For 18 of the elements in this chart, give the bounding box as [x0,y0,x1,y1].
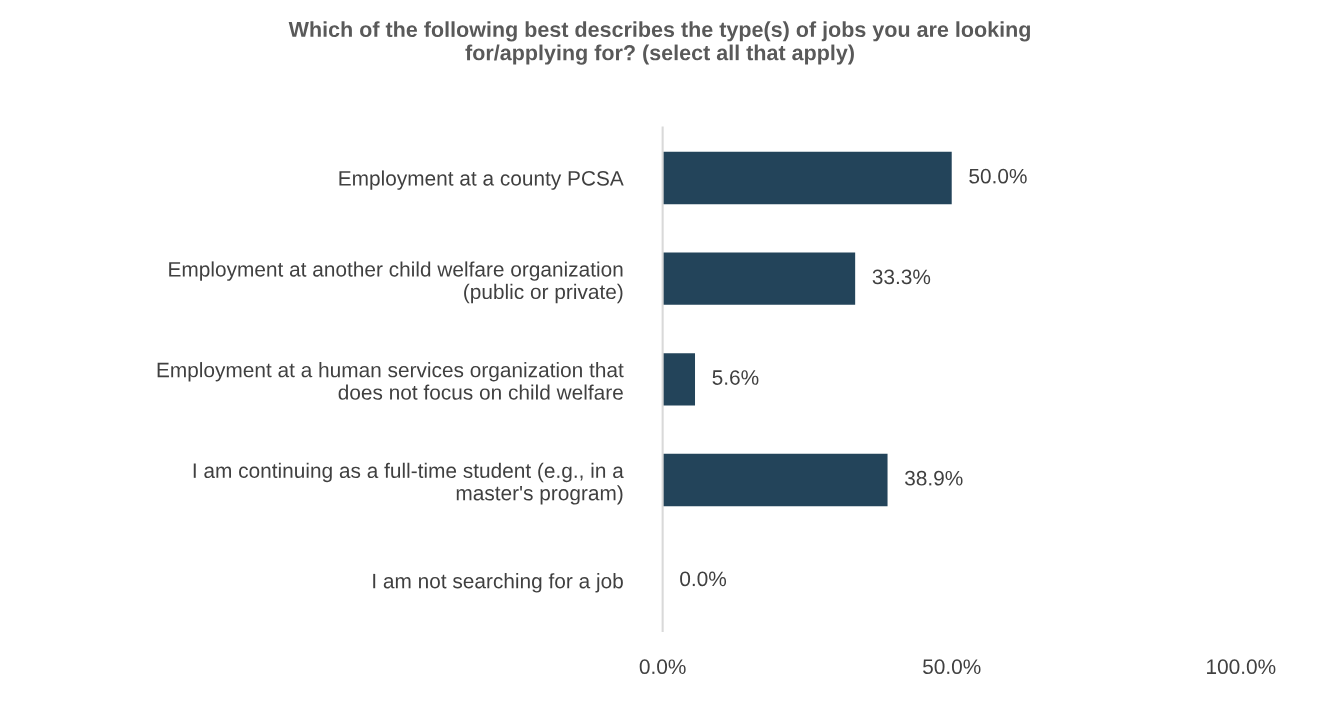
x-tick-label: 50.0% [923,659,981,675]
x-tick-label: 100.0% [1207,659,1276,675]
y-tick-label: Employment at a human services organization that does not focus on child welfare [157,362,624,400]
chart-title: Which of the following best describes the type(s) of jobs you are looking for/applying for? (select all that apply) [288,21,1030,65]
data-label: 5.6% [712,370,759,385]
y-tick-label: Employment at another child welfare organization (public or private) [169,261,623,304]
data-label: 38.9% [905,470,963,486]
bar [662,353,696,406]
x-tick-label: 0.0% [639,659,686,675]
data-label: 0.0% [680,571,727,587]
bar [662,453,888,507]
y-tick-label: I am not searching for a job [373,573,623,593]
bar [662,151,952,205]
bar [662,252,856,305]
y-tick-label: Employment at a county PCSA [339,170,624,190]
y-tick-label: I am continuing as a full-time student (e.g., in a master's program) [193,462,624,505]
data-label: 50.0% [969,168,1027,184]
data-label: 33.3% [872,269,931,285]
